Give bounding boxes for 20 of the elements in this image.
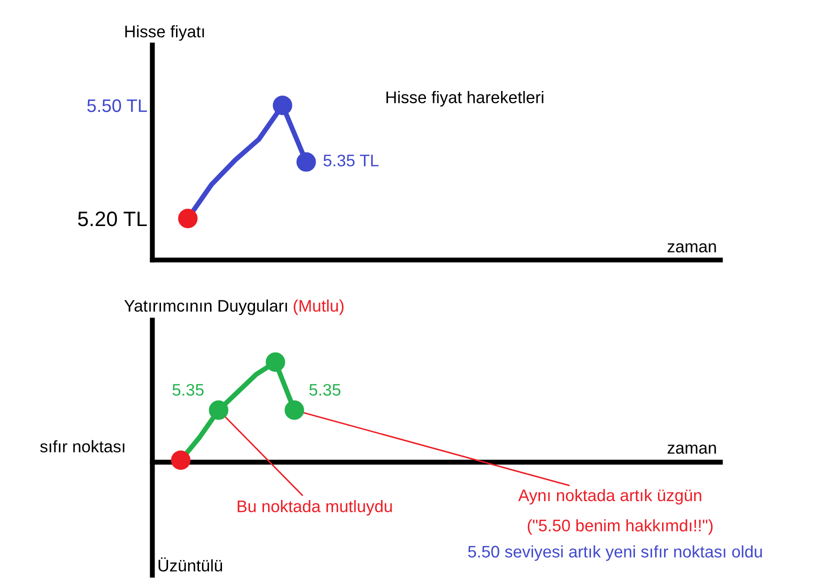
text: Hisse fiyat hareketleri — [386, 91, 544, 107]
text: 5.50 seviyesi artık yeni sıfır noktası oldu — [468, 545, 762, 561]
point — [272, 96, 292, 116]
point — [178, 208, 198, 228]
text: (Mutlu) — [294, 299, 344, 316]
text: Üzüntülü — [158, 557, 222, 572]
annotation: 5.35 — [172, 384, 204, 396]
data-label: 5.35 TL — [324, 154, 379, 166]
x-axis-title: zaman — [668, 444, 716, 454]
text: Bu noktada mutluydu — [238, 500, 392, 516]
text: Aynı noktada artık üzgün — [518, 488, 702, 505]
text: ("5.50 benim hakkımdı!!") — [528, 519, 713, 535]
y-axis-title: Hisse fiyatı — [125, 25, 204, 41]
y-tick-label: 5.20 TL — [78, 212, 147, 226]
text: sıfır noktası — [40, 440, 124, 452]
point — [296, 152, 316, 172]
y-tick-label: 5.50 TL — [87, 99, 147, 112]
annotation: 5.35 — [309, 384, 340, 396]
y-axis-title: Yatırımcının Duyguları — [124, 299, 287, 316]
x-axis-title: zaman — [668, 243, 716, 252]
